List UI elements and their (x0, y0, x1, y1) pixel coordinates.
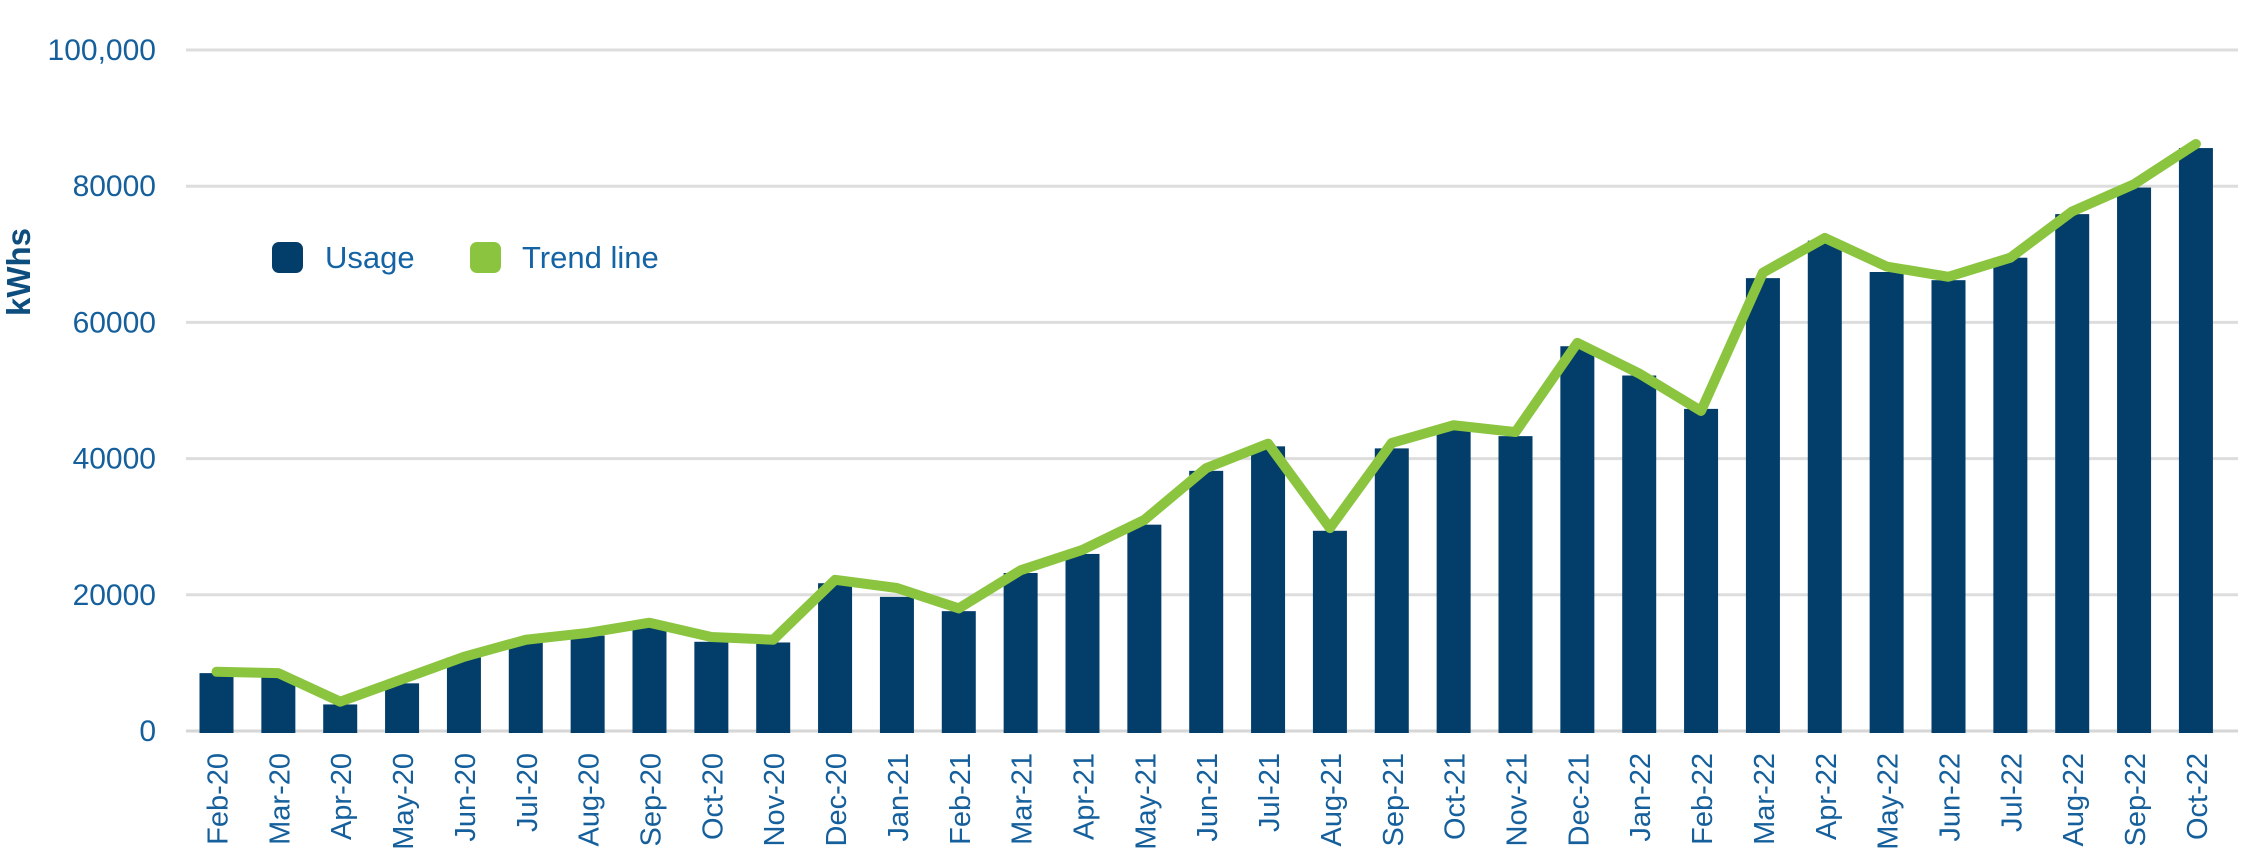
usage-bar-Feb-21[interactable] (941, 611, 976, 733)
y-tick-label: 40000 (73, 443, 156, 476)
x-axis-label-Jun-21: Jun-21 (1192, 753, 1224, 842)
usage-bar-Jan-21[interactable] (879, 596, 914, 733)
trend-line-group (211, 138, 2201, 707)
x-axis-label-Apr-21: Apr-21 (1068, 753, 1100, 840)
usage-bar-May-20[interactable] (385, 683, 420, 733)
usage-bar-Apr-20[interactable] (323, 704, 358, 733)
usage-bar-Aug-22[interactable] (2055, 214, 2090, 734)
x-axis-label-Dec-20: Dec-20 (821, 753, 853, 847)
y-tick-label: 80000 (73, 170, 156, 203)
legend-usage-swatch (272, 242, 303, 273)
x-axis-label-Oct-22: Oct-22 (2182, 753, 2214, 840)
usage-bar-Sep-22[interactable] (2117, 187, 2152, 733)
usage-bar-Mar-20[interactable] (261, 675, 296, 733)
x-axis-label-May-21: May-21 (1130, 753, 1162, 850)
x-axis-label-Aug-20: Aug-20 (574, 753, 606, 847)
usage-bar-Oct-21[interactable] (1436, 428, 1471, 733)
y-tick-label: 100,000 (48, 34, 156, 67)
x-axis-label-Mar-20: Mar-20 (264, 753, 296, 845)
usage-bar-Aug-21[interactable] (1312, 530, 1347, 733)
usage-bar-Dec-21[interactable] (1560, 346, 1595, 733)
x-axis-label-Jul-21: Jul-21 (1254, 753, 1286, 832)
x-axis-label-Apr-20: Apr-20 (326, 753, 358, 840)
x-axis-label-Jul-20: Jul-20 (512, 753, 544, 832)
x-axis-label-Aug-22: Aug-22 (2058, 753, 2090, 847)
x-axis-label-May-20: May-20 (388, 753, 420, 850)
x-axis-label-May-22: May-22 (1873, 753, 1905, 850)
trend-line[interactable] (211, 138, 2201, 707)
legend-item-trend[interactable]: Trend line (470, 240, 659, 275)
usage-bars (199, 148, 2213, 734)
x-axis-label-Jun-22: Jun-22 (1934, 753, 1966, 842)
usage-bar-Jan-22[interactable] (1622, 375, 1657, 733)
x-axis-label-Oct-20: Oct-20 (697, 753, 729, 840)
x-axis-label-Feb-20: Feb-20 (203, 753, 235, 845)
x-axis-label-Jul-22: Jul-22 (1996, 753, 2028, 832)
x-axis-label-Mar-22: Mar-22 (1749, 753, 1781, 845)
x-axis-label-Nov-21: Nov-21 (1501, 753, 1533, 847)
y-axis-tick-labels: 0 20000 40000 60000 80000 100,000 (48, 34, 156, 748)
x-axis-label-Nov-20: Nov-20 (759, 753, 791, 847)
legend-trend-label: Trend line (522, 240, 659, 275)
usage-bar-Jul-21[interactable] (1251, 446, 1286, 733)
y-tick-label: 20000 (73, 579, 156, 612)
usage-bar-Mar-22[interactable] (1745, 278, 1780, 733)
usage-bar-Apr-22[interactable] (1807, 240, 1842, 733)
x-axis-label-Apr-22: Apr-22 (1811, 753, 1843, 840)
usage-bar-May-22[interactable] (1869, 272, 1904, 733)
usage-bar-Jun-22[interactable] (1931, 280, 1966, 733)
usage-bar-Jun-20[interactable] (446, 657, 481, 733)
y-tick-label: 0 (139, 715, 156, 748)
usage-bar-Sep-20[interactable] (632, 627, 667, 733)
usage-bar-Apr-21[interactable] (1065, 553, 1100, 733)
usage-bar-Oct-20[interactable] (694, 641, 729, 733)
x-axis-label-Feb-21: Feb-21 (945, 753, 977, 845)
usage-bar-Dec-20[interactable] (818, 583, 853, 733)
x-axis-label-Oct-21: Oct-21 (1440, 753, 1472, 840)
x-axis-label-Jan-22: Jan-22 (1625, 753, 1657, 842)
legend: Usage Trend line (272, 240, 659, 275)
x-axis-label-Sep-22: Sep-22 (2120, 753, 2152, 847)
usage-bar-May-21[interactable] (1127, 524, 1162, 733)
usage-bar-Jul-22[interactable] (1993, 257, 2028, 733)
usage-bar-Feb-20[interactable] (199, 673, 234, 733)
x-axis-labels: Feb-20 Mar-20 Apr-20 May-20 Jun-20 Jul-20 Aug-… (203, 753, 2214, 850)
x-axis-label-Jun-20: Jun-20 (450, 753, 482, 842)
usage-bar-Sep-21[interactable] (1374, 448, 1409, 733)
usage-bar-Aug-20[interactable] (570, 635, 605, 733)
usage-bar-Mar-21[interactable] (1003, 573, 1038, 733)
usage-bar-Nov-20[interactable] (756, 642, 791, 733)
usage-bar-Jul-20[interactable] (508, 641, 543, 733)
y-tick-label: 60000 (73, 306, 156, 339)
x-axis-label-Dec-21: Dec-21 (1563, 753, 1595, 847)
legend-usage-label: Usage (325, 240, 415, 275)
legend-trend-swatch (470, 242, 501, 273)
usage-bar-Feb-22[interactable] (1684, 408, 1719, 733)
x-axis-label-Sep-20: Sep-20 (635, 753, 667, 847)
x-axis-label-Jan-21: Jan-21 (883, 753, 915, 842)
legend-item-usage[interactable]: Usage (272, 240, 415, 275)
x-axis-label-Sep-21: Sep-21 (1378, 753, 1410, 847)
usage-bar-Oct-22[interactable] (2178, 148, 2213, 734)
usage-bar-Nov-21[interactable] (1498, 436, 1533, 733)
usage-bar-Jun-21[interactable] (1189, 470, 1224, 733)
x-axis-label-Mar-21: Mar-21 (1007, 753, 1039, 845)
x-axis-label-Aug-21: Aug-21 (1316, 753, 1348, 847)
y-axis-title: kWhs (0, 228, 37, 316)
x-axis-label-Feb-22: Feb-22 (1687, 753, 1719, 845)
